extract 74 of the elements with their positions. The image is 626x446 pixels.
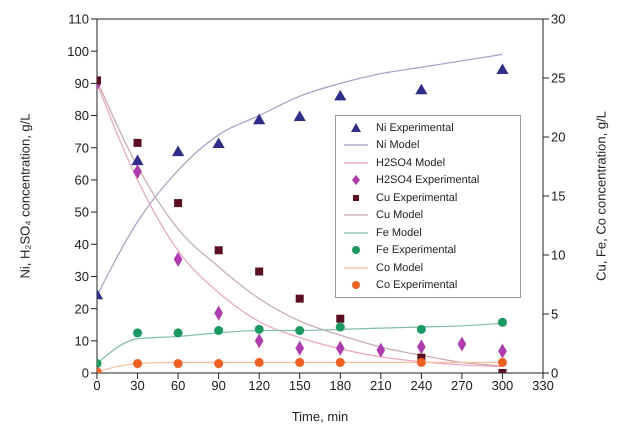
point [416, 358, 426, 367]
point [133, 359, 142, 368]
x-tick-label: 180 [329, 378, 352, 394]
point [336, 314, 344, 323]
y-tick-label: 70 [74, 140, 89, 156]
point [131, 154, 144, 166]
point [255, 268, 264, 276]
x-tick-label: 270 [451, 378, 473, 394]
point [296, 294, 304, 303]
y-tick-label: 110 [68, 12, 89, 27]
y-tick-label: 50 [74, 204, 89, 220]
x-tick-label: 0 [93, 378, 101, 394]
point [254, 358, 264, 367]
point [498, 318, 507, 327]
point [133, 328, 142, 338]
y-tick-label: 80 [74, 108, 89, 124]
y-tick-label: 90 [74, 76, 89, 91]
legend-label: H2SO4 Experimental [376, 174, 480, 186]
x-tick-label: 300 [492, 378, 514, 394]
point [172, 146, 184, 156]
x-axis-title: Time, min [292, 409, 348, 424]
y-tick-label: 40 [74, 236, 89, 252]
x-tick-label: 90 [211, 378, 226, 394]
point [254, 324, 264, 334]
y2-axis-title: Cu, Fe, Co concentration, g/L [594, 111, 609, 281]
point [174, 199, 182, 208]
legend-label: Co Experimental [376, 279, 458, 292]
point [294, 110, 306, 121]
y-tick-label: 20 [74, 301, 89, 316]
x-tick-label: 210 [370, 378, 392, 394]
point [134, 138, 142, 147]
x-tick-label: 330 [532, 378, 554, 394]
point [295, 358, 304, 367]
point [336, 322, 345, 332]
y2-tick-label: 25 [551, 70, 566, 86]
point [334, 90, 346, 100]
point [212, 137, 225, 148]
legend-label: Cu Model [376, 209, 424, 222]
y-axis-title: Ni, H₂SO₄ concentration, g/L [18, 114, 33, 278]
point [253, 114, 266, 124]
point [295, 326, 304, 336]
legend-label: Co Model [376, 262, 424, 274]
point [496, 63, 509, 74]
point [214, 246, 223, 254]
point [415, 84, 428, 94]
y-tick-label: 10 [74, 333, 89, 348]
y-tick-label: 0 [82, 366, 89, 381]
x-tick-label: 60 [170, 378, 186, 394]
x-tick-label: 30 [130, 378, 145, 394]
legend-label: Ni Experimental [376, 122, 454, 134]
legend-label: Fe Model [376, 226, 422, 239]
point [214, 359, 224, 368]
legend-label: Ni Model [376, 139, 420, 152]
legend-label: H2SO4 Model [376, 156, 446, 169]
point [416, 324, 426, 334]
legend-label: Fe Experimental [376, 244, 456, 256]
point [214, 326, 224, 336]
y2-tick-label: 5 [551, 306, 558, 322]
point [174, 359, 183, 368]
x-tick-label: 120 [248, 378, 270, 394]
point [174, 328, 183, 338]
y2-tick-label: 10 [551, 248, 566, 263]
x-tick-label: 150 [288, 378, 311, 394]
point [336, 358, 345, 367]
y-tick-label: 30 [74, 269, 89, 284]
y-tick-label: 100 [67, 44, 89, 59]
y2-tick-label: 0 [551, 366, 558, 381]
y2-tick-label: 30 [551, 12, 566, 27]
y-tick-label: 60 [74, 172, 89, 188]
legend-label: Cu Experimental [376, 192, 458, 204]
y2-tick-label: 15 [551, 188, 566, 204]
y2-tick-label: 20 [551, 130, 566, 145]
x-tick-label: 240 [410, 378, 432, 394]
point [498, 358, 507, 367]
